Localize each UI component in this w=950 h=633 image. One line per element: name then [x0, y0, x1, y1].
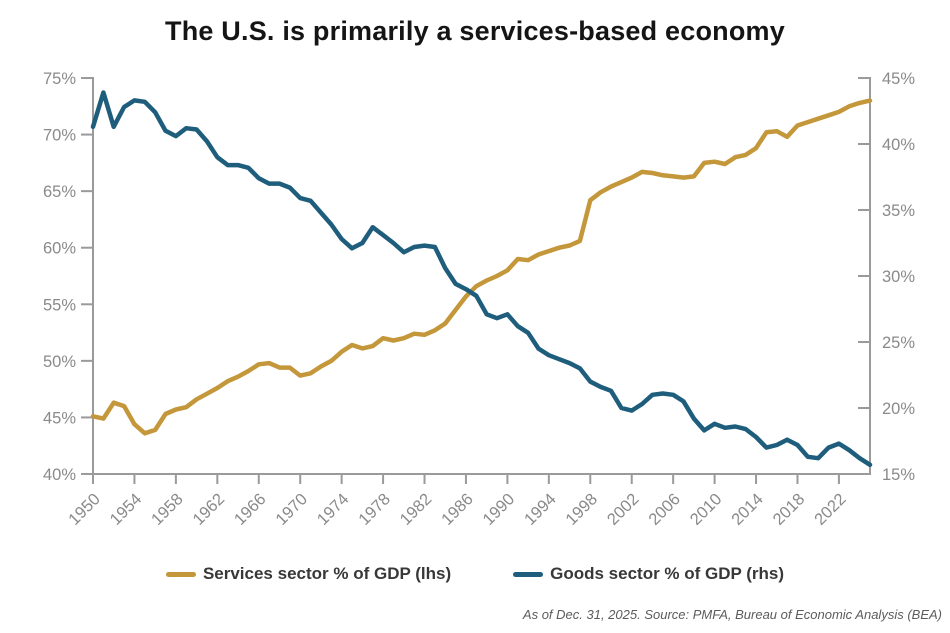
services-data-line [90, 98, 873, 436]
goods-legend-label: Goods sector % of GDP (rhs) [550, 564, 785, 583]
right-axis-tick-label: 15% [882, 466, 915, 484]
services-line-swatch [165, 571, 196, 577]
x-axis-tick-label: 1950 [65, 490, 104, 529]
gdp-sectors-line-chart: 75% 70% 65% 60% 55% 50% 45% 40% 45% 40% 35% 30% 25% 2… [43, 70, 915, 529]
legend-item-services: Services sector % of GDP (lhs) [165, 564, 452, 584]
right-axis-tick-label: 30% [882, 268, 915, 286]
x-axis-tick-label: 1994 [521, 490, 560, 529]
x-axis-tick-label: 1990 [480, 490, 519, 529]
x-axis-tick-label: 2010 [687, 490, 726, 529]
left-axis-tick-label: 60% [43, 240, 76, 258]
left-axis-tick-label: 65% [43, 183, 76, 201]
left-axis-tick-label: 70% [43, 127, 76, 145]
x-axis-tick-label: 1962 [189, 490, 228, 529]
x-axis-tick-label: 1974 [314, 490, 353, 529]
left-axis-tick-label: 50% [43, 353, 76, 371]
x-axis-tick-label: 1966 [231, 490, 270, 529]
x-axis-tick-label: 2022 [811, 490, 850, 529]
right-axis-tick-label: 40% [882, 136, 915, 154]
left-axis-tick-label: 75% [43, 70, 76, 88]
x-axis-tick-label: 1978 [355, 490, 394, 529]
services-legend-label: Services sector % of GDP (lhs) [202, 564, 452, 583]
left-axis-tick-label: 55% [43, 296, 76, 314]
right-axis-tick-label: 25% [882, 334, 915, 352]
right-axis-tick-label: 45% [882, 70, 915, 88]
x-axis-tick-label: 2006 [645, 490, 684, 529]
x-axis-tick-label: 1954 [107, 490, 146, 529]
left-axis-tick-label: 45% [43, 409, 76, 427]
right-axis-tick-label: 35% [882, 202, 915, 220]
x-axis-tick-label: 2018 [770, 490, 809, 529]
goods-data-line [90, 90, 873, 468]
x-axis-tick-label: 1970 [272, 490, 311, 529]
x-axis-tick-label: 2002 [604, 490, 643, 529]
left-axis-tick-label: 40% [43, 466, 76, 484]
x-axis-tick-label: 1958 [148, 490, 187, 529]
x-axis-tick-label: 1982 [397, 490, 436, 529]
right-axis-tick-label: 20% [882, 400, 915, 418]
x-axis-tick-label: 1986 [438, 490, 477, 529]
legend-item-goods: Goods sector % of GDP (rhs) [513, 564, 784, 584]
chart-title: The U.S. is primarily a services-based e… [165, 16, 785, 46]
x-axis-tick-label: 1998 [562, 490, 601, 529]
x-axis-tick-label: 2014 [728, 490, 767, 529]
source-note: As of Dec. 31, 2025. Source: PMFA, Burea… [522, 607, 942, 622]
chart-legend: Services sector % of GDP (lhs) Goods sec… [0, 564, 950, 584]
goods-line-swatch [513, 571, 544, 577]
